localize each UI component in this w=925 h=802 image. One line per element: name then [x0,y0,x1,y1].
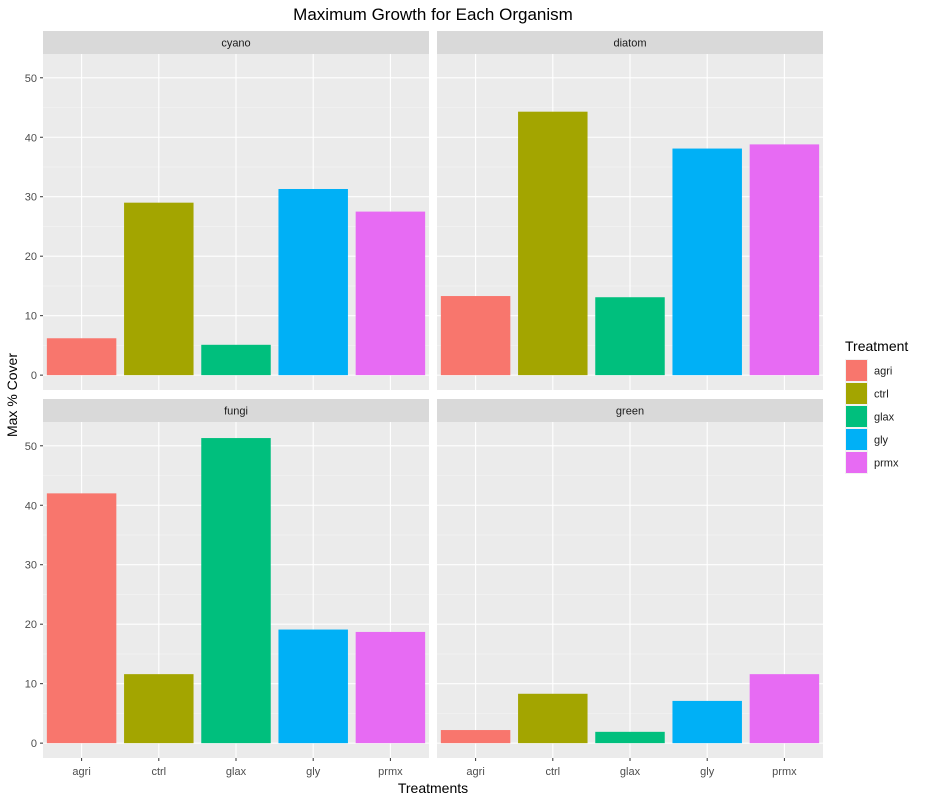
y-tick-label: 50 [25,73,37,85]
legend-item-prmx: prmx [845,451,899,474]
y-tick-label: 20 [25,619,37,631]
facet-strip-label: green [616,406,644,418]
y-tick-label: 50 [25,441,37,453]
facet-strip-label: cyano [221,38,250,50]
facet-panel-diatom: diatom [437,31,823,390]
facet-strip [437,31,823,54]
bar-diatom-prmx [749,144,820,376]
bar-cyano-gly [278,188,348,376]
facet-panels: cyano 0 10 20 30 40 50 diatom fungi 0 10 20 30 40 50 ag… [25,31,823,778]
facet-strip-label: fungi [224,406,248,418]
y-tick-label: 0 [31,738,37,750]
facet-strip [43,399,429,422]
bar-cyano-ctrl [124,202,194,376]
legend-item-agri: agri [845,359,892,382]
bar-diatom-gly [672,148,742,376]
facet-strip [437,399,823,422]
legend-swatch [846,383,867,404]
x-tick-label: agri [72,766,90,778]
bar-cyano-agri [46,338,117,376]
y-tick-label: 30 [25,560,37,572]
bar-diatom-agri [440,296,511,376]
x-tick-label: prmx [772,766,797,778]
legend-swatch [846,452,867,473]
x-tick-label: gly [306,766,321,778]
x-tick-label: gly [700,766,715,778]
x-tick-label: ctrl [151,766,166,778]
bar-diatom-glax [595,297,665,376]
bar-fungi-ctrl [124,674,194,744]
bar-fungi-gly [278,629,348,744]
legend-title: Treatment [845,338,908,354]
chart-title: Maximum Growth for Each Organism [293,5,573,24]
facet-panel-green: green agri ctrl glax gly prmx [437,399,823,778]
y-tick-label: 10 [25,679,37,691]
bar-diatom-ctrl [518,111,588,376]
bar-fungi-prmx [355,631,426,744]
y-tick-label: 40 [25,500,37,512]
bar-fungi-glax [201,438,271,744]
legend-label: gly [874,435,889,447]
y-tick-label: 0 [31,370,37,382]
x-tick-label: prmx [378,766,403,778]
bar-green-prmx [749,674,820,744]
bar-green-gly [672,700,742,744]
bar-fungi-agri [46,493,117,744]
legend-label: prmx [874,458,899,470]
legend-swatch [846,360,867,381]
bar-green-ctrl [518,693,588,744]
bar-cyano-prmx [355,211,426,376]
legend-item-gly: gly [845,428,889,451]
y-tick-label: 30 [25,192,37,204]
x-tick-label: agri [466,766,484,778]
x-tick-label: glax [226,766,247,778]
legend: Treatment agri ctrl glax gly prmx [845,338,908,474]
legend-item-ctrl: ctrl [845,382,889,405]
legend-swatch [846,429,867,450]
legend-swatch [846,406,867,427]
facet-strip-label: diatom [613,38,646,50]
y-axis-title: Max % Cover [4,353,20,437]
facet-panel-cyano: cyano 0 10 20 30 40 50 [25,31,429,390]
y-tick-label: 20 [25,251,37,263]
legend-label: ctrl [874,389,889,401]
bar-cyano-glax [201,344,271,376]
y-tick-label: 40 [25,132,37,144]
bar-green-agri [440,730,511,744]
bar-green-glax [595,731,665,744]
x-axis-title: Treatments [398,780,468,796]
facet-panel-fungi: fungi 0 10 20 30 40 50 agri ctrl glax gly prmx [25,399,429,778]
y-tick-label: 10 [25,311,37,323]
facet-strip [43,31,429,54]
x-tick-label: glax [620,766,641,778]
x-tick-label: ctrl [545,766,560,778]
legend-item-glax: glax [845,405,895,428]
legend-label: agri [874,366,892,378]
legend-label: glax [874,412,895,424]
